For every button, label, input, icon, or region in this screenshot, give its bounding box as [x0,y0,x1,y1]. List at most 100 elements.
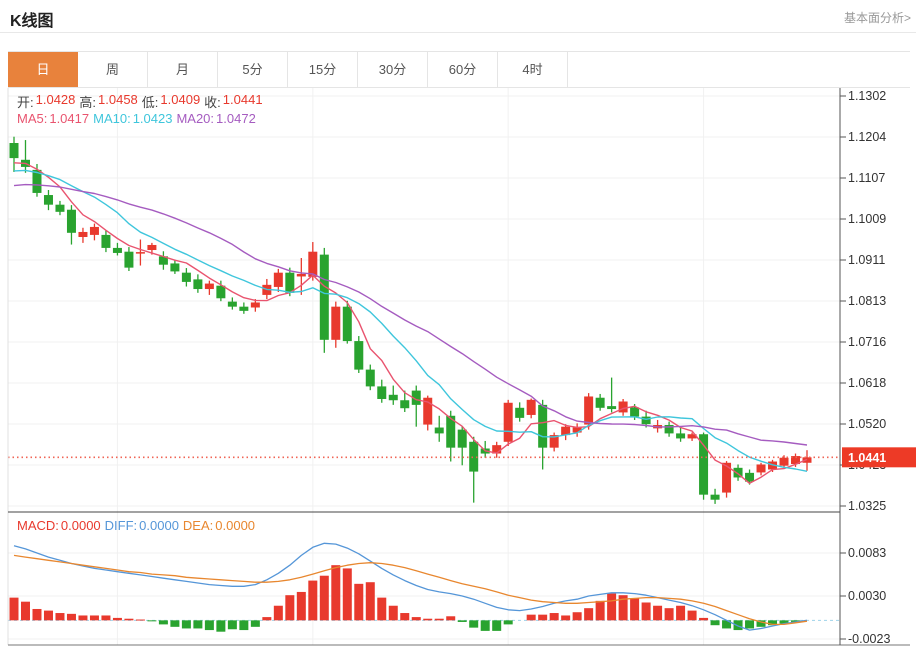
tab-60min[interactable]: 60分 [428,52,498,87]
macd-bar [549,613,559,621]
macd-bar [446,616,456,621]
macd-bar [745,620,755,629]
current-price-badge [842,447,916,468]
candle-body [446,415,456,448]
macd-bar [181,620,191,629]
y-axis-label: 1.1107 [848,171,885,185]
candle-body [676,433,686,439]
macd-bar [791,620,801,622]
candle-body [377,386,387,399]
macd-bar [676,605,686,621]
macd-bar [400,613,410,621]
macd-bar [331,565,341,621]
candle-body [78,231,88,238]
tab-5min[interactable]: 5分 [218,52,288,87]
macd-bar [147,620,157,622]
candle-body [32,169,42,193]
macd-bar [354,583,364,621]
macd-bar [342,568,352,621]
macd-bar [653,605,663,621]
candle-body [400,400,410,409]
macd-axis-label: -0.0023 [848,632,890,646]
macd-bar [607,593,617,621]
candle-body [124,251,134,268]
macd-bar [158,620,168,625]
macd-bar [285,595,295,621]
tab-month[interactable]: 月 [148,52,218,87]
candle-body [630,407,640,417]
y-axis-label: 1.0325 [848,499,886,513]
candle-body [354,341,364,370]
candle-body [745,472,755,482]
candle-body [365,369,375,387]
macd-bar [135,619,145,621]
macd-bar [216,620,226,632]
macd-bar [503,620,513,625]
macd-bar [618,595,628,621]
candle-body [756,464,766,473]
macd-bar [296,591,306,621]
macd-bar [584,608,594,621]
macd-bar [457,620,467,622]
macd-bar [779,620,789,624]
macd-bar [101,615,111,621]
macd-bar [32,608,42,621]
macd-bar [9,597,19,621]
macd-bar [262,617,272,621]
candle-body [423,397,433,425]
candle-body [538,404,548,448]
candle-body [239,306,249,311]
macd-bar [423,618,433,621]
page-title: K线图 [10,13,54,30]
candle-body [9,143,19,159]
y-axis-label: 1.0716 [848,335,886,349]
y-axis-label: 1.0911 [848,253,885,267]
macd-bar [722,620,732,629]
macd-bar [193,620,203,629]
candle-body [66,209,76,233]
macd-bar [388,605,398,621]
interval-tabbar: 日 周 月 5分 15分 30分 60分 4时 [8,51,910,88]
macd-bar [308,580,318,621]
candle-body [273,272,283,287]
macd-bar [112,617,122,621]
candle-body [434,427,444,434]
candle-body [43,195,53,205]
diff-line [13,542,808,631]
macd-axis-label: 0.0083 [848,546,886,560]
macd-bar [55,613,65,621]
macd-bar [319,575,329,621]
dea-line [13,554,808,626]
macd-bar [480,620,490,631]
candle-body [572,427,582,433]
candle-body [135,252,145,254]
macd-bar [66,613,76,621]
tab-15min[interactable]: 15分 [288,52,358,87]
macd-bar [43,610,53,621]
tab-30min[interactable]: 30分 [358,52,428,87]
macd-bar [733,620,743,631]
candle-body [170,263,180,272]
fundamental-analysis-link[interactable]: 基本面分析> [843,11,911,25]
candle-body [515,407,525,418]
candle-body [699,434,709,495]
candle-body [595,397,605,408]
macd-bar [227,620,237,630]
candle-body [607,406,617,410]
macd-bar [492,620,502,631]
macd-bar [687,610,697,621]
tab-day[interactable]: 日 [8,52,78,87]
page-header: K线图 基本面分析> [0,0,916,33]
candle-body [89,226,99,235]
macd-bar [538,614,548,621]
macd-bar [170,620,180,627]
macd-bar [124,618,134,621]
candle-body [457,429,467,448]
candle-body [101,234,111,248]
candle-body [526,399,536,415]
macd-bar [273,605,283,621]
tab-week[interactable]: 周 [78,52,148,87]
tab-4hour[interactable]: 4时 [498,52,568,87]
candle-body [55,204,65,212]
